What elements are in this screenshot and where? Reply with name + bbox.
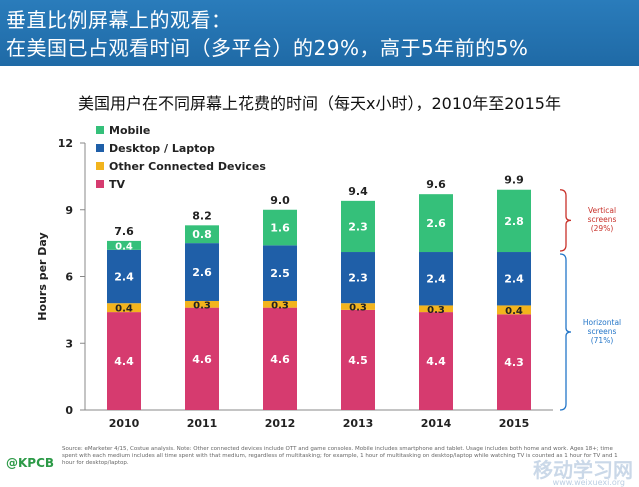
title-line-1: 垂直比例屏幕上的观看：: [6, 8, 232, 32]
x-tick-label: 2013: [343, 417, 374, 430]
legend-swatch: [96, 144, 104, 152]
x-tick-label: 2014: [421, 417, 452, 430]
bar-segment: [341, 252, 375, 304]
bar-value-label: 0.4: [115, 304, 133, 315]
bar-total-label: 9.9: [504, 174, 524, 187]
bar-total-label: 9.4: [348, 185, 368, 198]
source-note: Source: eMarketer 4/15, Costue analysis.…: [62, 446, 618, 466]
bar-segment: [341, 303, 375, 310]
bar-value-label: 2.6: [426, 217, 446, 230]
bar-segment: [263, 300, 297, 308]
bar-segment: [419, 312, 453, 410]
legend-label: TV: [109, 178, 126, 191]
legend-swatch: [96, 180, 104, 188]
bar-value-label: 0.4: [115, 241, 133, 252]
bar-segment: [263, 245, 297, 301]
x-tick-label: 2011: [187, 417, 218, 430]
bar-value-label: 2.4: [114, 271, 134, 284]
bar-segment: [497, 305, 531, 315]
chart-subtitle: 美国用户在不同屏幕上花费的时间（每天x小时），2010年至2015年: [78, 94, 561, 113]
bar-value-label: 4.4: [114, 355, 134, 368]
y-tick-label: 12: [58, 137, 73, 150]
y-axis-label: Hours per Day: [36, 232, 49, 320]
bar-segment: [107, 249, 141, 304]
bar-segment: [497, 252, 531, 306]
bar-segment: [419, 194, 453, 253]
y-tick-label: 9: [65, 204, 73, 217]
y-tick-label: 6: [65, 271, 73, 284]
bar-segment: [263, 307, 297, 410]
bar-value-label: 4.3: [504, 356, 524, 369]
title-line-2: 在美国已占观看时间（多平台）的29%，高于5年前的5%: [6, 36, 529, 60]
bar-value-label: 0.3: [271, 300, 289, 311]
x-tick-label: 2015: [499, 417, 530, 430]
legend-swatch: [96, 162, 104, 170]
watermark-logo: 移动学习网: [533, 458, 633, 482]
bar-segment: [341, 309, 375, 410]
bar-value-label: 4.4: [426, 355, 446, 368]
bar-value-label: 2.4: [426, 273, 446, 286]
bar-value-label: 2.6: [192, 266, 212, 279]
legend-label: Other Connected Devices: [109, 160, 266, 173]
bar-segment: [419, 305, 453, 313]
bar-segment: [263, 209, 297, 246]
bar-value-label: 0.8: [192, 228, 212, 241]
bar-value-label: 0.3: [193, 300, 211, 311]
bar-segment: [185, 307, 219, 410]
bar-total-label: 8.2: [192, 209, 212, 222]
bar-segment: [185, 225, 219, 244]
bar-value-label: 4.6: [192, 353, 212, 366]
watermark-url: www.weixuexi.org: [552, 478, 625, 487]
vertical-screens-label: Vertical screens (29%): [587, 206, 617, 233]
bar-value-label: 0.4: [505, 306, 523, 317]
legend-swatch: [96, 126, 104, 134]
bar-segment: [497, 314, 531, 410]
legend-label: Desktop / Laptop: [109, 142, 215, 155]
bar-total-label: 7.6: [114, 225, 134, 238]
bar-segment: [185, 243, 219, 301]
bar-segment: [107, 303, 141, 313]
x-tick-label: 2012: [265, 417, 296, 430]
horizontal-screens-bracket: [559, 253, 572, 411]
bar-value-label: 0.3: [427, 305, 445, 316]
x-tick-label: 2010: [109, 417, 140, 430]
bar-value-label: 4.6: [270, 353, 290, 366]
vertical-screens-bracket: [559, 189, 572, 252]
bar-segment: [107, 312, 141, 410]
y-tick-label: 3: [65, 337, 73, 350]
bar-segment: [341, 200, 375, 253]
bar-segment: [185, 300, 219, 308]
legend-label: Mobile: [109, 124, 150, 137]
bar-segment: [419, 252, 453, 306]
bar-segment: [497, 189, 531, 253]
bar-value-label: 2.8: [504, 215, 524, 228]
horizontal-screens-label: Horizontal screens (71%): [582, 318, 622, 345]
title-banner: 垂直比例屏幕上的观看： 在美国已占观看时间（多平台）的29%，高于5年前的5%: [0, 0, 639, 66]
bar-segment: [107, 240, 141, 250]
bar-total-label: 9.0: [270, 194, 290, 207]
bar-value-label: 2.4: [504, 273, 524, 286]
bar-value-label: 2.5: [270, 267, 290, 280]
y-tick-label: 0: [65, 404, 73, 417]
bar-value-label: 4.5: [348, 354, 368, 367]
bar-total-label: 9.6: [426, 178, 446, 191]
bar-value-label: 2.3: [348, 272, 368, 285]
bar-value-label: 1.6: [270, 222, 290, 235]
kpcb-logo: @KPCB: [6, 456, 55, 470]
bar-value-label: 0.3: [349, 303, 367, 314]
bar-value-label: 2.3: [348, 220, 368, 233]
